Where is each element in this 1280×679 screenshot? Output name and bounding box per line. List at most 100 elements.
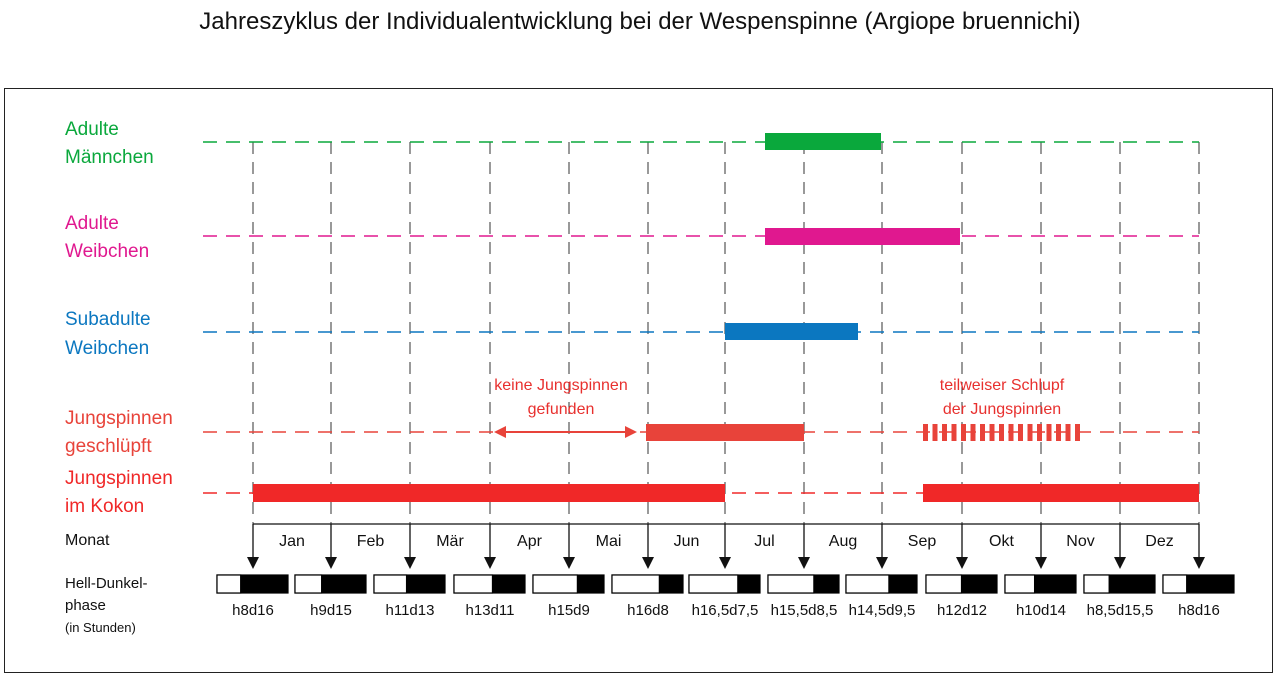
photoperiod-unit: (in Stunden) (65, 620, 136, 635)
photoperiod-value: h9d15 (310, 602, 352, 619)
month-label: Okt (989, 533, 1014, 550)
partial-hatch-stripe (980, 424, 985, 441)
diagram-frame (4, 88, 1273, 673)
partial-hatch-stripe (1018, 424, 1023, 441)
bar-hatched (646, 424, 804, 441)
partial-hatch-stripe (1065, 424, 1071, 441)
month-label: Aug (829, 533, 857, 550)
partial-hatch-stripe (932, 424, 938, 441)
month-arrow-head (325, 557, 337, 569)
month-arrow-head (404, 557, 416, 569)
partial-hatch-stripe (1037, 424, 1042, 441)
row-label-adult-female-1: Adulte (65, 213, 119, 234)
month-gridlines (252, 142, 1200, 524)
annotation-no-young-1: keine Jungspinnen (494, 377, 627, 394)
row-label-cocoon-1: Jungspinnen (65, 468, 173, 489)
photoperiod-box-light (1162, 574, 1188, 594)
month-arrow-head (484, 557, 496, 569)
photoperiod-value: h12d12 (937, 602, 987, 619)
photoperiod-value: h16d8 (627, 602, 669, 619)
month-label: Jan (279, 533, 305, 550)
photoperiod-value: h15d9 (548, 602, 590, 619)
month-label: Jul (754, 533, 774, 550)
partial-hatch-stripe (1008, 424, 1014, 441)
photoperiod-value: h13d11 (466, 602, 515, 619)
month-label: Mai (596, 533, 622, 550)
partial-hatch-stripe (970, 424, 976, 441)
month-arrow-head (1193, 557, 1205, 569)
photoperiod-box-light (611, 574, 660, 594)
photoperiod-label-2: phase (65, 597, 106, 614)
photoperiod-value: h11d13 (386, 602, 435, 619)
photoperiod-label-1: Hell-Dunkel- (65, 575, 148, 592)
partial-hatch-stripe (1046, 424, 1052, 441)
photoperiod-box-light (373, 574, 408, 594)
partial-hatch-stripe (999, 424, 1004, 441)
bar-subadult-female (725, 323, 858, 340)
photoperiod-box-light (688, 574, 739, 594)
partial-hatch-stripe (1027, 424, 1033, 441)
row-label-subadult-female-1: Subadulte (65, 309, 151, 330)
row-label-cocoon-2: im Kokon (65, 496, 144, 517)
partial-hatch-stripe (923, 424, 928, 441)
month-label: Feb (357, 533, 385, 550)
partial-hatch-stripe (989, 424, 995, 441)
photoperiod-boxes: h8d16 h9d15 h11d13 h13d11 h15d9 h16d8 h16,5d7,… (216, 574, 1235, 619)
month-arrow-head (1035, 557, 1047, 569)
month-boundary-arrows (247, 524, 1205, 569)
month-label: Sep (908, 533, 937, 550)
photoperiod-value: h10d14 (1016, 602, 1066, 619)
bar-adult-female (765, 228, 960, 245)
partial-hatch-stripe (951, 424, 957, 441)
row-label-hatched-2: geschlüpft (65, 436, 152, 457)
bar-cocoon-2 (923, 484, 1199, 502)
bar-cocoon-1 (253, 484, 725, 502)
month-arrow-head (247, 557, 259, 569)
month-arrow-head (798, 557, 810, 569)
photoperiod-value: h8d16 (232, 602, 274, 619)
photoperiod-value: h8d16 (1178, 602, 1220, 619)
month-label: Apr (517, 533, 543, 550)
partial-hatch-stripe (961, 424, 966, 441)
row-label-hatched-1: Jungspinnen (65, 408, 173, 429)
photoperiod-value: h15,5d8,5 (771, 602, 838, 619)
photoperiod-box-light (925, 574, 963, 594)
month-label: Jun (674, 533, 700, 550)
photoperiod-box-light (216, 574, 242, 594)
photoperiod-value: h8,5d15,5 (1087, 602, 1154, 619)
row-label-adult-male-1: Adulte (65, 119, 119, 140)
photoperiod-value: h16,5d7,5 (692, 602, 759, 619)
month-labels: Jan Feb Mär Apr Mai Jun Jul Aug Sep Okt Nov Dez (279, 533, 1174, 550)
month-arrow-head (719, 557, 731, 569)
month-arrow-head (956, 557, 968, 569)
row-label-adult-female-2: Weibchen (65, 241, 149, 262)
no-young-double-arrow (494, 426, 637, 438)
photoperiod-value: h14,5d9,5 (849, 602, 916, 619)
annotation-partial-hatch-1: teilweiser Schlupf (940, 377, 1065, 394)
photoperiod-box-light (1004, 574, 1036, 594)
month-label: Dez (1145, 533, 1173, 550)
photoperiod-box-light (532, 574, 578, 594)
photoperiod-box-light (1083, 574, 1110, 594)
photoperiod-box-light (767, 574, 815, 594)
month-arrow-head (876, 557, 888, 569)
partial-hatch-stripe (1056, 424, 1061, 441)
months-label: Monat (65, 532, 110, 549)
page-title: Jahreszyklus der Individualentwicklung b… (199, 8, 1081, 35)
photoperiod-box-light (453, 574, 494, 594)
row-label-adult-male-2: Männchen (65, 147, 154, 168)
photoperiod-box-light (845, 574, 890, 594)
month-label: Mär (436, 533, 464, 550)
annotation-partial-hatch-2: der Jungspinnen (943, 401, 1061, 418)
bar-partial-hatch (923, 424, 1080, 441)
partial-hatch-stripe (942, 424, 947, 441)
annotation-no-young-2: gefunden (528, 401, 595, 418)
partial-hatch-stripe (1075, 424, 1080, 441)
month-arrow-head (1114, 557, 1126, 569)
photoperiod-box-light (294, 574, 323, 594)
month-arrow-head (563, 557, 575, 569)
month-label: Nov (1066, 533, 1094, 550)
month-arrow-head (642, 557, 654, 569)
bar-adult-male (765, 133, 881, 150)
